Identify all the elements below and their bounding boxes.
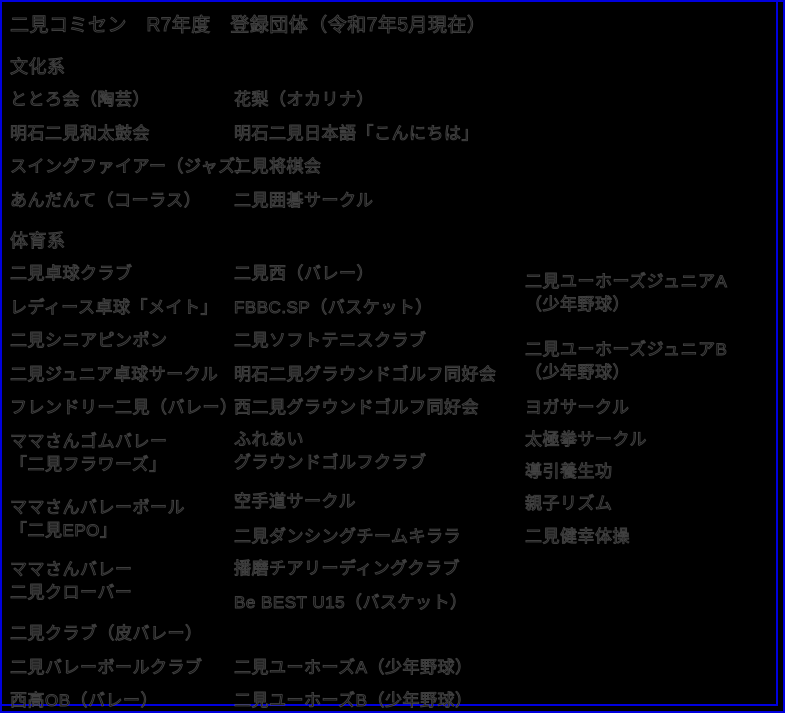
list-item: 二見ユーホーズジュニアB （少年野球） — [524, 340, 728, 383]
list-item: 二見ユーホーズジュニアA （少年野球） — [524, 272, 728, 315]
list-item: 二見卓球クラブ — [10, 264, 133, 284]
list-item: 明石二見日本語「こんにちは」 — [234, 124, 480, 144]
list-item: 二見西（バレー） — [234, 264, 375, 284]
list-item: 二見囲碁サークル — [234, 191, 374, 211]
list-item: スイングファイアー（ジャズ） — [9, 157, 254, 177]
list-item: 西高OB（バレー） — [9, 691, 159, 711]
list-item: ママさんゴムバレー 「二見フラワーズ」 — [10, 432, 168, 475]
list-item: 明石二見グラウンドゴルフ同好会 — [234, 365, 497, 385]
list-item: 空手道サークル — [234, 492, 357, 512]
list-item: 二見ソフトテニスクラブ — [234, 331, 427, 351]
list-item: 導引養生功 — [525, 462, 613, 482]
list-item: Be BEST U15（バスケット） — [234, 593, 468, 613]
list-item: 二見将棋会 — [234, 157, 322, 177]
list-item: ママさんバレーボール 「二見EPO」 — [10, 498, 186, 541]
list-item: 花梨（オカリナ） — [234, 90, 375, 110]
list-item: あんだんて（コーラス） — [9, 191, 202, 211]
list-item: 二見ジュニア卓球サークル — [9, 365, 219, 385]
list-item: 西二見グラウンドゴルフ同好会 — [234, 398, 480, 418]
list-item: 太極拳サークル — [525, 430, 648, 450]
list-item: 播磨チアリーディングクラブ — [234, 559, 460, 579]
section-heading-sports: 体育系 — [10, 231, 66, 252]
list-item: 二見健幸体操 — [525, 527, 631, 547]
list-item: フレンドリー二見（バレー） — [10, 398, 238, 418]
list-item: 二見バレーボールクラブ — [10, 658, 203, 678]
list-item: FBBC.SP（バスケット） — [234, 298, 433, 318]
page-title: 二見コミセン R7年度 登録団体（令和7年5月現在） — [9, 15, 487, 37]
list-item: 二見ユーホーズA（少年野球） — [234, 658, 473, 678]
section-heading-culture: 文化系 — [10, 57, 66, 78]
list-item: ととろ会（陶芸） — [10, 90, 151, 110]
list-item: 親子リズム — [525, 494, 613, 514]
list-item: 二見ユーホーズB（少年野球） — [234, 691, 473, 711]
list-item: 二見クラブ（皮バレー） — [10, 624, 203, 644]
list-item: ヨガサークル — [525, 398, 630, 418]
list-item: ふれあい グラウンドゴルフクラブ — [234, 430, 427, 473]
list-item: ママさんバレー 二見クローバー — [10, 560, 133, 603]
list-item: 二見ダンシングチームキララ — [234, 527, 462, 547]
list-item: 二見シニアピンポン — [10, 331, 168, 351]
list-item: 明石二見和太鼓会 — [10, 124, 151, 144]
list-item: レディース卓球「メイト」 — [10, 298, 218, 318]
